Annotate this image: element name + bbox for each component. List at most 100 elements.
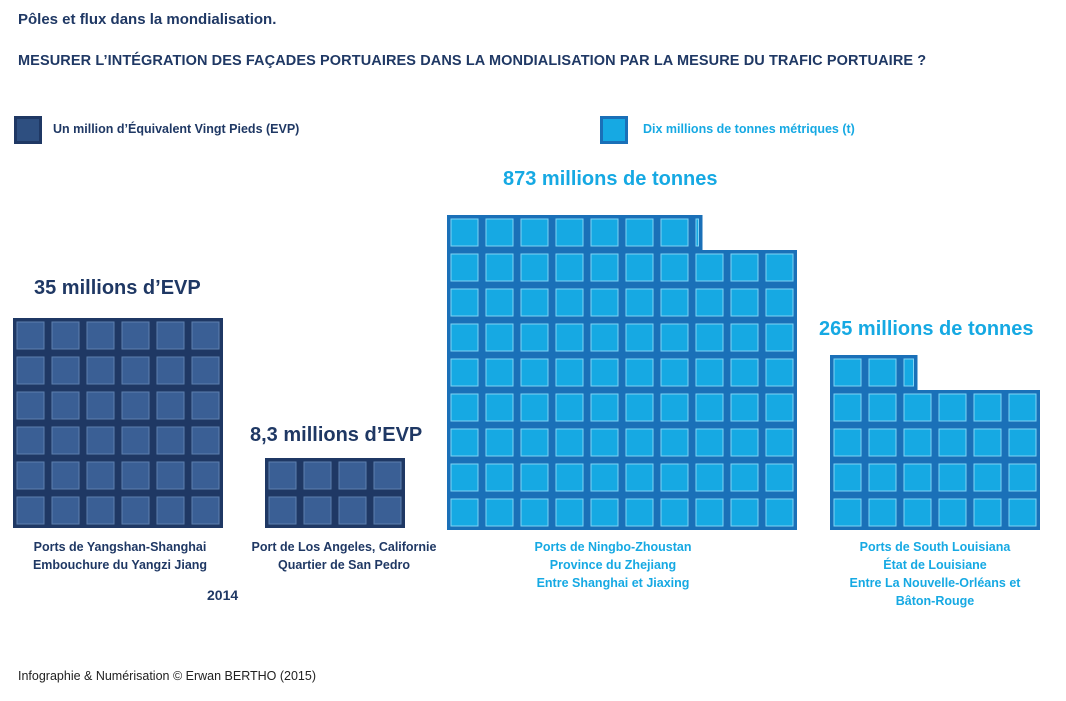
pictogram-icon-inner xyxy=(695,218,699,247)
pictogram-yangshan xyxy=(13,318,223,528)
pictogram-icon-inner xyxy=(1008,463,1037,492)
caption-line: Entre La Nouvelle-Orléans et xyxy=(849,576,1021,590)
pictogram-icon-inner xyxy=(485,428,514,457)
pictogram-icon-inner xyxy=(520,498,549,527)
pictogram-icon-inner xyxy=(450,323,479,352)
pictogram-icon-inner xyxy=(833,463,862,492)
pictogram-icon-inner xyxy=(121,356,150,385)
pictogram-icon-inner xyxy=(555,358,584,387)
pictogram-icon-inner xyxy=(338,461,367,490)
pictogram-icon-inner xyxy=(485,218,514,247)
pictogram-icon-inner xyxy=(51,461,80,490)
year-label: 2014 xyxy=(207,587,239,603)
pictogram-icon-inner xyxy=(590,253,619,282)
total-label-south-louisiana: 265 millions de tonnes xyxy=(819,318,1034,340)
pictogram-icon-inner xyxy=(660,218,689,247)
pictogram-icon-inner xyxy=(695,253,724,282)
pictogram-icon-inner xyxy=(121,426,150,455)
pictogram-icon-inner xyxy=(938,428,967,457)
pictogram-icon-inner xyxy=(695,463,724,492)
pictogram-icon-inner xyxy=(1008,393,1037,422)
pictogram-icon-inner xyxy=(51,391,80,420)
pictogram-icon-inner xyxy=(660,393,689,422)
pictogram-icon-inner xyxy=(51,356,80,385)
caption-line: Ports de Yangshan-Shanghai xyxy=(33,540,207,554)
pictogram-icon-inner xyxy=(590,428,619,457)
pictogram-icon-inner xyxy=(660,498,689,527)
pictogram-icon-inner xyxy=(660,288,689,317)
pictogram-icon-inner xyxy=(625,393,654,422)
pictogram-icon-inner xyxy=(450,498,479,527)
pictogram-icon-inner xyxy=(450,463,479,492)
pictogram-icon-inner xyxy=(973,428,1002,457)
legend-swatch-tonnes xyxy=(600,116,628,144)
pictogram-icon-inner xyxy=(450,218,479,247)
pictogram-icon-inner xyxy=(16,461,45,490)
pictogram-icon-inner xyxy=(520,428,549,457)
pictogram-icon-inner xyxy=(156,461,185,490)
pictogram-icon-inner xyxy=(485,393,514,422)
pictogram-icon-inner xyxy=(625,463,654,492)
pictogram-icon-inner xyxy=(520,358,549,387)
pictogram-icon-inner xyxy=(555,428,584,457)
pictogram-icon-inner xyxy=(156,496,185,525)
caption-line: Embouchure du Yangzi Jiang xyxy=(32,558,208,572)
pictogram-icon-inner xyxy=(625,218,654,247)
pictogram-icon-inner xyxy=(86,391,115,420)
pictogram-icon-inner xyxy=(625,358,654,387)
pictogram-icon-inner xyxy=(590,218,619,247)
legend-label-tonnes: Dix millions de tonnes métriques (t) xyxy=(643,122,855,136)
pictogram-icon-inner xyxy=(868,393,897,422)
pictogram-icon-inner xyxy=(485,358,514,387)
pictogram-icon-inner xyxy=(868,428,897,457)
pictogram-icon-inner xyxy=(590,358,619,387)
pictogram-icon-inner xyxy=(938,393,967,422)
caption-line: Port de Los Angeles, Californie xyxy=(251,540,437,554)
pictogram-icon-inner xyxy=(191,426,220,455)
pictogram-icon-inner xyxy=(903,463,932,492)
pictogram-icon-inner xyxy=(765,393,794,422)
pictogram-icon-inner xyxy=(121,391,150,420)
pictogram-icon-inner xyxy=(450,428,479,457)
pictogram-icon-inner xyxy=(303,496,332,525)
pictogram-icon-inner xyxy=(660,463,689,492)
pictogram-icon-inner xyxy=(868,498,897,527)
pictogram-icon-inner xyxy=(833,428,862,457)
pictogram-icon-inner xyxy=(625,288,654,317)
pictogram-icon-inner xyxy=(625,323,654,352)
pictogram-south-louisiana xyxy=(830,355,1040,530)
pictogram-los-angeles xyxy=(265,458,405,528)
caption-yangshan: Ports de Yangshan-Shanghai Embouchure du… xyxy=(20,538,220,574)
pictogram-icon-inner xyxy=(121,321,150,350)
pictogram-icon-inner xyxy=(555,218,584,247)
pictogram-icon-inner xyxy=(373,461,402,490)
caption-line: Entre Shanghai et Jiaxing xyxy=(536,576,690,590)
pictogram-icon-inner xyxy=(590,393,619,422)
pictogram-icon-inner xyxy=(730,323,759,352)
infographic-title: Pôles et flux dans la mondialisation. xyxy=(18,11,277,28)
pictogram-icon-inner xyxy=(695,428,724,457)
infographic-question: MESURER L’INTÉGRATION DES FAÇADES PORTUA… xyxy=(18,53,927,69)
caption-south-louisiana: Ports de South Louisiana État de Louisia… xyxy=(835,538,1035,610)
pictogram-icon-inner xyxy=(555,253,584,282)
pictogram-icon-inner xyxy=(555,498,584,527)
total-label-los-angeles: 8,3 millions d’EVP xyxy=(250,424,423,446)
pictogram-icon-inner xyxy=(16,321,45,350)
pictogram-icon-inner xyxy=(86,461,115,490)
pictogram-icon-inner xyxy=(730,463,759,492)
pictogram-icon-inner xyxy=(373,496,402,525)
pictogram-icon-inner xyxy=(730,498,759,527)
legend-label-evp: Un million d’Équivalent Vingt Pieds (EVP… xyxy=(53,122,300,136)
pictogram-icon-inner xyxy=(660,428,689,457)
pictogram-icon-inner xyxy=(903,498,932,527)
pictogram-icon-inner xyxy=(868,463,897,492)
caption-los-angeles: Port de Los Angeles, Californie Quartier… xyxy=(244,538,444,574)
pictogram-icon-inner xyxy=(765,323,794,352)
pictogram-icon-inner xyxy=(191,391,220,420)
pictogram-icon-inner xyxy=(16,426,45,455)
pictogram-icon-inner xyxy=(520,253,549,282)
pictogram-icon-inner xyxy=(833,358,862,387)
pictogram-icon-inner xyxy=(590,463,619,492)
pictogram-icon-inner xyxy=(1008,498,1037,527)
pictogram-icon-inner xyxy=(765,288,794,317)
